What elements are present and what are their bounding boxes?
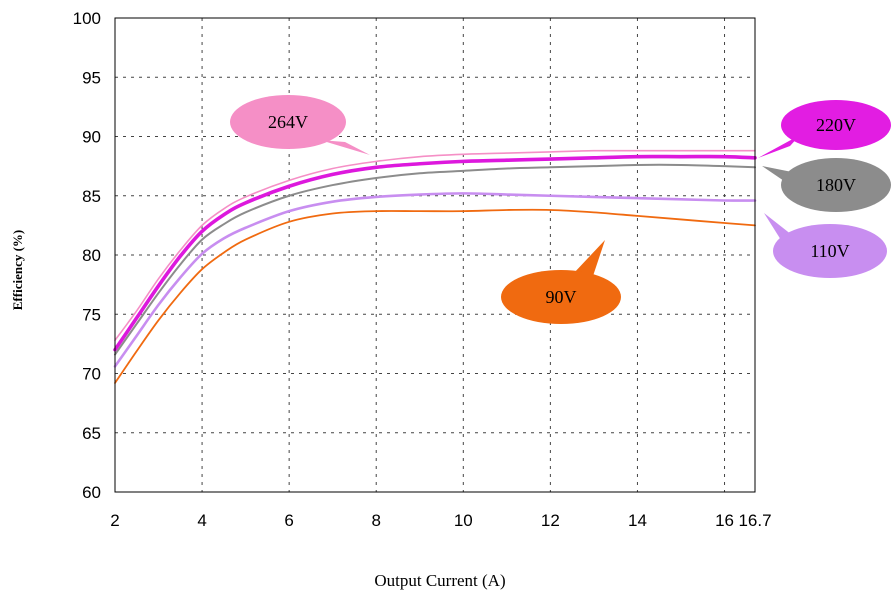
- series-line-110v: [113, 192, 757, 368]
- callout-bubble-90v: [501, 270, 621, 324]
- callout-label-90v: 90V: [546, 287, 577, 307]
- y-tick-label: 85: [82, 187, 101, 206]
- x-tick-label: 4: [197, 511, 206, 530]
- x-tick-label: 12: [541, 511, 560, 530]
- callout-90v: 90V: [501, 240, 621, 324]
- series-line-220v: [113, 154, 757, 352]
- callout-label-180v: 180V: [816, 175, 856, 195]
- callout-label-264v: 264V: [268, 112, 308, 132]
- y-tick-label: 70: [82, 365, 101, 384]
- callout-tail-264v: [320, 140, 370, 155]
- callout-label-110v: 110V: [810, 241, 849, 261]
- callout-220v: 220V: [758, 100, 891, 158]
- callout-264v: 264V: [230, 95, 370, 155]
- x-tick-label: 16: [715, 511, 734, 530]
- plot-frame: [114, 17, 756, 493]
- y-axis-title: Efficiency (%): [10, 230, 25, 311]
- y-tick-label: 75: [82, 305, 101, 324]
- y-tick-label: 80: [82, 246, 101, 265]
- series-line-180v: [114, 163, 756, 356]
- callout-bubble-264v: [230, 95, 346, 149]
- y-tick-labels: 60 65 70 75 80 85 90 95 100: [73, 9, 101, 502]
- y-tick-label: 90: [82, 128, 101, 147]
- callout-tail-90v: [573, 240, 605, 279]
- callout-bubble-220v: [781, 100, 891, 150]
- series-line-90v: [114, 208, 756, 384]
- x-tick-label: 2: [110, 511, 119, 530]
- y-tick-label: 60: [82, 483, 101, 502]
- callout-bubble-110v: [773, 224, 887, 278]
- series-layer: [113, 149, 757, 384]
- callout-110v: 110V: [764, 213, 887, 278]
- x-axis-title: Output Current (A): [374, 571, 505, 590]
- legend-bubbles: 264V 220V 180V 110V 90V: [230, 95, 891, 324]
- y-tick-label: 95: [82, 68, 101, 87]
- y-tick-label: 65: [82, 424, 101, 443]
- callout-180v: 180V: [762, 158, 891, 212]
- x-tick-label: 10: [454, 511, 473, 530]
- series-line-264v: [114, 149, 756, 342]
- y-tick-label: 100: [73, 9, 101, 28]
- callout-label-220v: 220V: [816, 115, 856, 135]
- x-tick-label: 8: [371, 511, 380, 530]
- x-tick-label: 16.7: [738, 511, 771, 530]
- x-tick-label: 6: [284, 511, 293, 530]
- callout-bubble-180v: [781, 158, 891, 212]
- grid-layer: [115, 18, 755, 492]
- callout-tail-220v: [758, 135, 800, 158]
- x-tick-label: 14: [628, 511, 647, 530]
- x-tick-labels: 2 4 6 8 10 12 14 16 16.7: [110, 511, 771, 530]
